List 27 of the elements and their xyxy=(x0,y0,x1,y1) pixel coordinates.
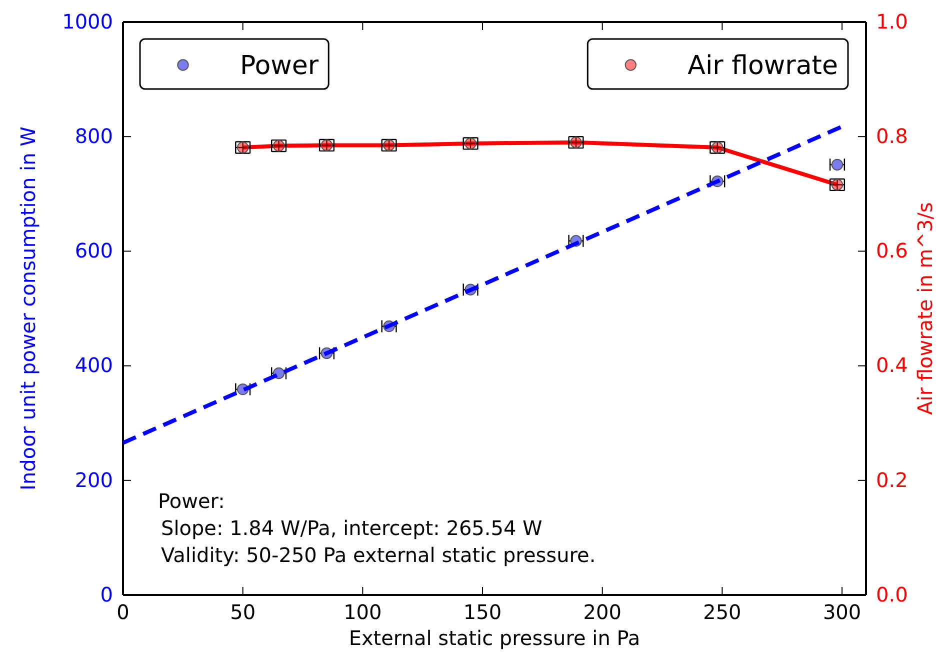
x-tick-label: 150 xyxy=(463,600,502,624)
x-tick-label: 300 xyxy=(822,600,862,624)
y-tick-label: 200 xyxy=(74,468,113,492)
x-axis-title: External static pressure in Pa xyxy=(348,626,640,650)
annotation: Validity: 50-250 Pa external static pressure. xyxy=(161,543,596,567)
x-tick-label: 100 xyxy=(344,600,382,624)
y2-tick-label: 0.2 xyxy=(876,468,908,492)
y-tick-label: 1000 xyxy=(62,9,113,34)
y-tick-label: 800 xyxy=(74,124,113,148)
annotation: Power: xyxy=(158,489,225,513)
y2-tick-label: 1.0 xyxy=(876,9,908,34)
annotation: Slope: 1.84 W/Pa, intercept: 265.54 W xyxy=(161,516,543,540)
y2-axis-title: Air flowrate in m^3/s xyxy=(913,202,937,415)
x-tick-label: 0 xyxy=(116,600,130,624)
y-tick-label: 0 xyxy=(100,582,113,606)
x-tick-label: 200 xyxy=(583,600,622,624)
y2-tick-label: 0.6 xyxy=(876,238,908,263)
y-axis-title: Indoor unit power consumption in W xyxy=(16,126,40,490)
y2-tick-label: 0.8 xyxy=(876,124,908,148)
legend-label: Air flowrate xyxy=(688,51,838,81)
y2-tick-label: 0.0 xyxy=(876,582,908,606)
y-tick-label: 600 xyxy=(74,238,113,263)
legend-label: Power xyxy=(240,51,319,81)
y-tick-label: 400 xyxy=(74,353,113,378)
y2-tick-label: 0.4 xyxy=(876,353,908,378)
x-tick-label: 50 xyxy=(230,600,256,624)
x-tick-label: 250 xyxy=(703,600,742,624)
